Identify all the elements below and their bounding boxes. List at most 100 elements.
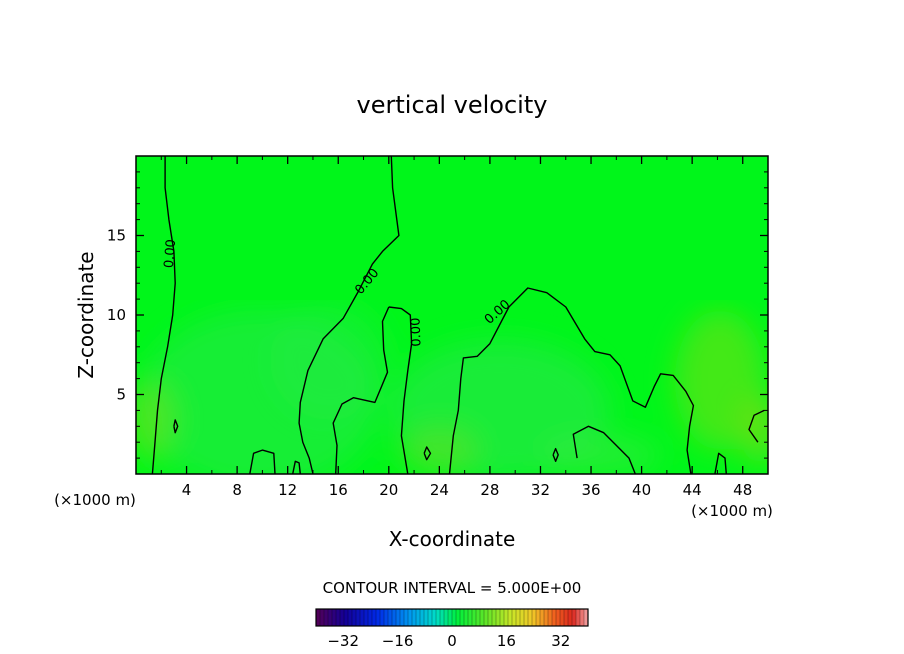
y-tick-label: 5 [116,386,126,404]
colorbar-cell [436,609,441,626]
colorbar-cell [400,609,405,626]
colorbar-cell [348,609,353,626]
colorbar-cell [360,609,365,626]
colorbar-cell [380,609,385,626]
colorbar-cell [560,609,565,626]
colorbar-cell [336,609,341,626]
contour-line [552,447,559,462]
contour-line [388,306,413,474]
y-axis: 5 10 15 [107,171,768,459]
colorbar-cell [340,609,345,626]
x-tick-label: 44 [683,481,702,499]
chart-title: vertical velocity [357,91,548,119]
colorbar-cell [472,609,477,626]
colorbar-tick-label: 0 [447,632,457,650]
contour-line [423,446,432,461]
colorbar-cell [464,609,469,626]
colorbar-cell [412,609,417,626]
colorbar-cell [416,609,421,626]
x-tick-label: 48 [733,481,752,499]
colorbar-cell [364,609,369,626]
colorbar-cell [324,609,329,626]
colorbar-cell [580,609,585,626]
colorbar-title: CONTOUR INTERVAL = 5.000E+00 [323,579,582,597]
colorbar-cell [528,609,533,626]
colorbar-tick-label: 16 [497,632,516,650]
x-tick-label: 40 [632,481,651,499]
x-tick-label: 8 [232,481,242,499]
contour-line [448,287,695,474]
colorbar-cell [408,609,413,626]
contour-line [151,156,176,474]
colorbar-cell [540,609,545,626]
colorbar-cell [520,609,525,626]
contour-line [332,306,390,474]
colorbar-cell [516,609,521,626]
colorbar-cell [320,609,325,626]
colorbar-cell [384,609,389,626]
colorbar-cell [488,609,493,626]
colorbar-cell [420,609,425,626]
x-axis-label: X-coordinate [389,527,516,551]
colorbar-cell [456,609,461,626]
colorbar-cell [424,609,429,626]
x-unit-label-right: (×1000 m) [691,502,773,520]
colorbar-tick-label: −32 [327,632,359,650]
colorbar-cell [552,609,557,626]
colorbar-cell [404,609,409,626]
colorbar-cell [468,609,473,626]
colorbar-cell [316,609,321,626]
y-tick-label: 15 [107,227,126,245]
colorbar-cell [572,609,577,626]
colorbar-cell [372,609,377,626]
x-tick-label: 28 [480,481,499,499]
colorbar-cell [368,609,373,626]
colorbar-cell [556,609,561,626]
x-tick-label: 4 [182,481,192,499]
contour-label: 0.00 [162,239,179,269]
colorbar-cell [484,609,489,626]
colorbar-cell [544,609,549,626]
colorbar-cell [576,609,581,626]
contour-line [298,156,400,474]
colorbar-cell [480,609,485,626]
colorbar-cell [432,609,437,626]
colorbar-cell [392,609,397,626]
contour-line [714,452,727,474]
colorbar-cell [444,609,449,626]
colorbar-cell [584,609,589,626]
contour-line [173,419,179,434]
x-tick-label: 24 [430,481,449,499]
colorbar-cell [352,609,357,626]
colorbar-cell [328,609,333,626]
colorbar-tick-label: 32 [551,632,570,650]
contour-line [249,449,276,474]
colorbar-cell [548,609,553,626]
colorbar-tick-label: −16 [382,632,414,650]
contour-line [572,425,636,474]
x-tick-label: 20 [379,481,398,499]
colorbar-cell [512,609,517,626]
x-tick-label: 16 [329,481,348,499]
colorbar-ticks: −32 −16 0 16 32 [327,632,570,650]
colorbar-cell [356,609,361,626]
colorbar-cell [428,609,433,626]
colorbar-cell [344,609,349,626]
x-tick-label: 32 [531,481,550,499]
colorbar-cell [564,609,569,626]
colorbar-cell [332,609,337,626]
x-tick-label: 12 [278,481,297,499]
colorbar-cell [460,609,465,626]
y-tick-label: 10 [107,306,126,324]
contour-line [292,460,301,474]
colorbar-cell [376,609,381,626]
colorbar-cell [524,609,529,626]
colorbar-cell [568,609,573,626]
x-unit-label-left: (×1000 m) [54,491,136,509]
colorbar-cell [504,609,509,626]
colorbar-cell [448,609,453,626]
colorbar-cell [536,609,541,626]
contour-line [748,409,765,443]
colorbar-cell [500,609,505,626]
